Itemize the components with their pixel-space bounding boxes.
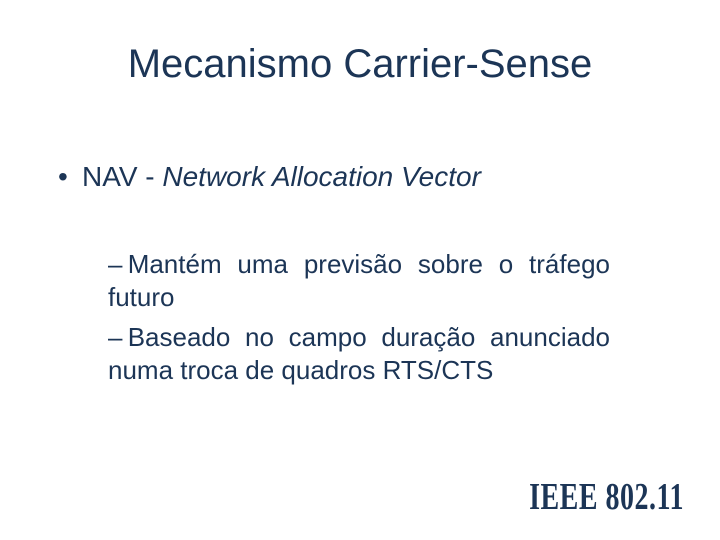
slide: Mecanismo Carrier-Sense •NAV - Network A… — [0, 0, 720, 540]
slide-title: Mecanismo Carrier-Sense — [0, 42, 720, 87]
dash-icon: – — [108, 322, 122, 352]
bullet-dot-icon: • — [58, 160, 82, 194]
bullet-expansion-text: Network Allocation Vector — [162, 161, 481, 192]
bullet-nav-text: NAV - — [82, 161, 162, 192]
sub-bullet-text: Mantém uma previsão sobre o tráfego futu… — [108, 249, 610, 312]
sub-bullet-text: Baseado no campo duração anunciado numa … — [108, 322, 610, 385]
sub-bullet-list: – Mantém uma previsão sobre o tráfego fu… — [108, 248, 610, 393]
sub-bullet-item: – Mantém uma previsão sobre o tráfego fu… — [108, 248, 610, 315]
footer-standard-label: IEEE 802.11 — [529, 477, 684, 520]
dash-icon: – — [108, 249, 122, 279]
sub-bullet-item: – Baseado no campo duração anunciado num… — [108, 321, 610, 388]
main-bullet: •NAV - Network Allocation Vector — [58, 160, 662, 194]
